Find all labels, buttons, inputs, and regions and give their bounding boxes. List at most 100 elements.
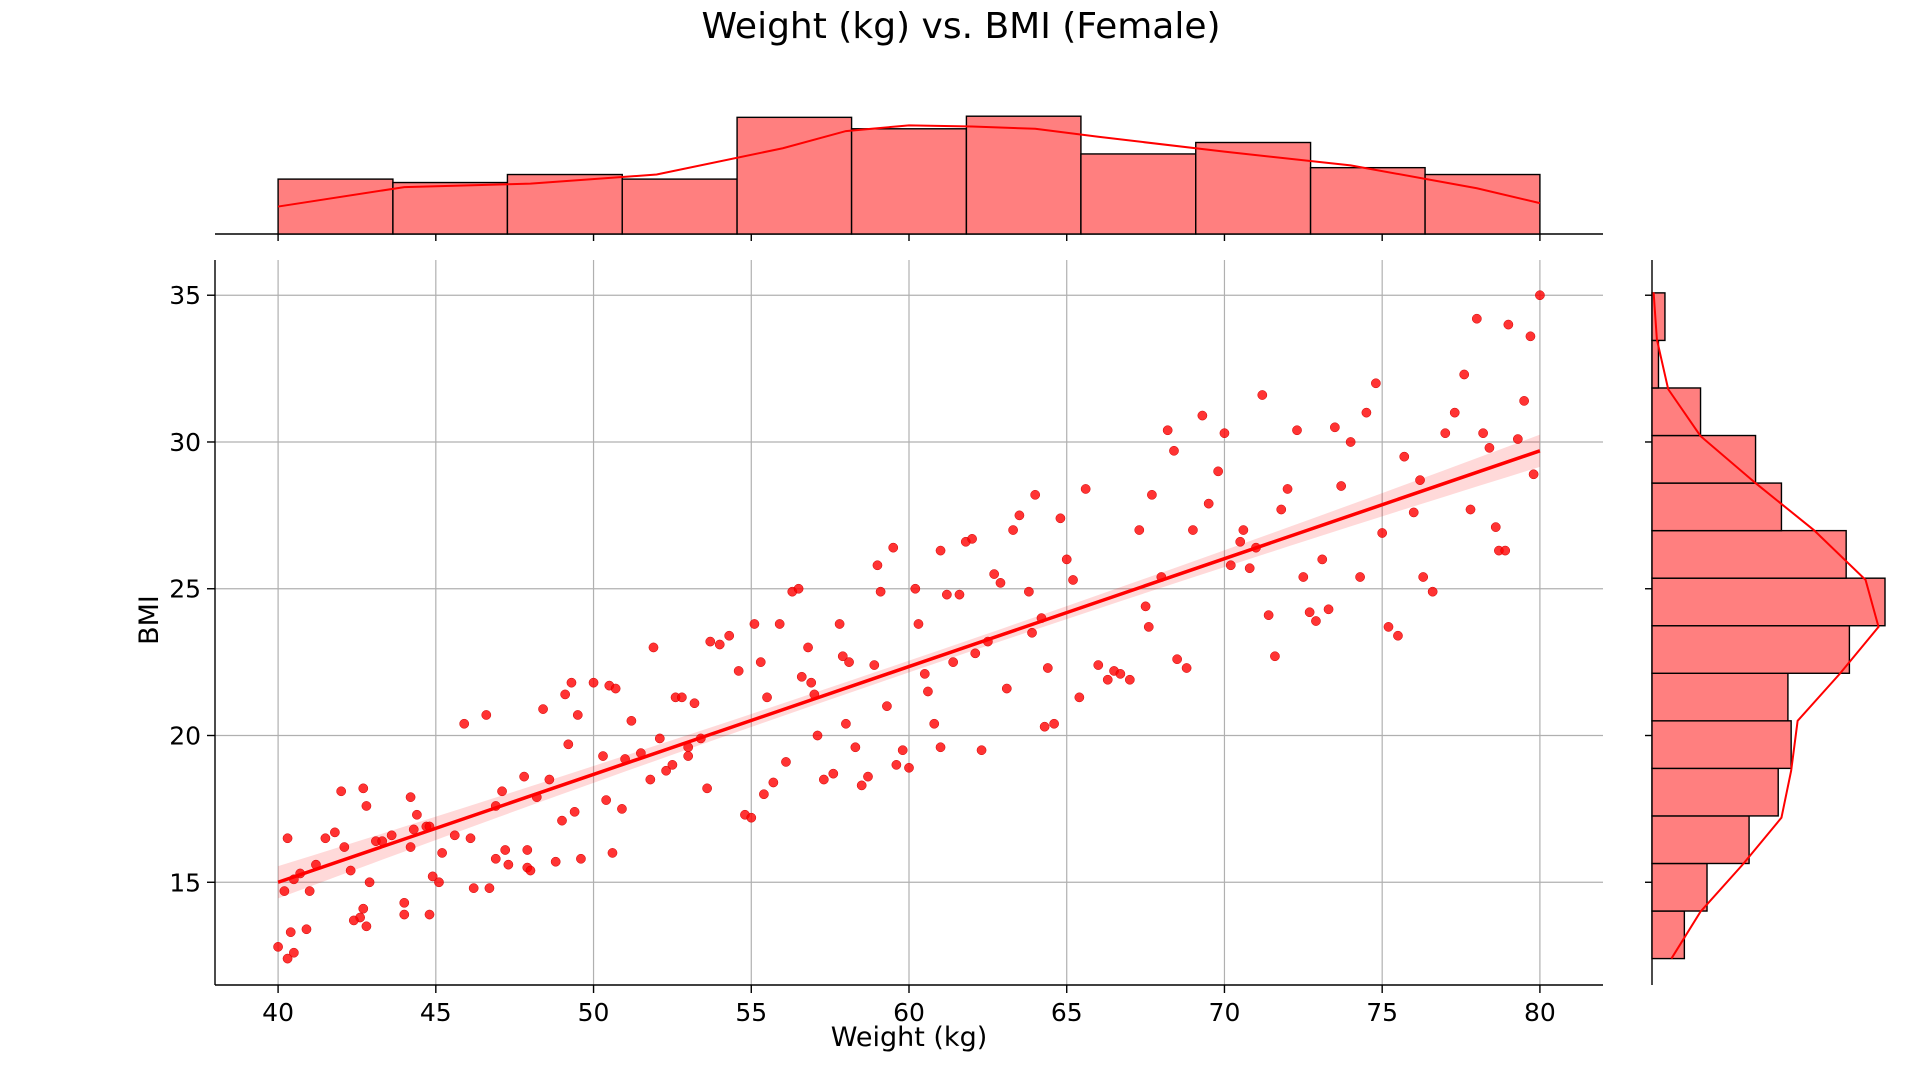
scatter-point [1345, 437, 1356, 447]
scatter-point [1471, 313, 1482, 324]
scatter-point [399, 909, 410, 920]
scatter-point [1172, 654, 1182, 665]
scatter-point [427, 871, 438, 882]
marginal-x-bar [736, 116, 853, 235]
scatter-point [484, 883, 495, 893]
scatter-point [749, 619, 760, 629]
scatter-point [882, 701, 892, 712]
scatter-point [607, 848, 618, 858]
marginal-y-bar [1651, 910, 1686, 960]
scatter-point [683, 751, 694, 761]
grid-lines [215, 260, 1603, 985]
chart-title: Weight (kg) vs. BMI (Female) [701, 6, 1220, 47]
marginal-y-bar [1651, 387, 1702, 437]
marginal-x-bar [965, 115, 1082, 235]
scatter-point [1393, 630, 1403, 641]
scatter-point [1399, 451, 1410, 462]
scatter-point [569, 806, 580, 817]
scatter-point [617, 804, 627, 814]
scatter-point [1500, 545, 1511, 556]
scatter-point [875, 586, 886, 597]
scatter-point [1263, 610, 1274, 621]
scatter-point [408, 824, 419, 835]
y-tick-label: 25 [169, 575, 201, 604]
scatter-point [1162, 425, 1173, 436]
scatter-point [967, 533, 977, 544]
y-tick-label: 35 [169, 281, 201, 310]
scatter-point [995, 578, 1006, 588]
scatter-point [1330, 422, 1340, 433]
scatter-point [1440, 428, 1451, 439]
scatter-point [935, 545, 946, 556]
scatter-point [919, 669, 930, 679]
x-tick-label: 65 [1051, 998, 1083, 1027]
scatter-point [1528, 469, 1539, 480]
marginal-y-bar [1651, 482, 1783, 532]
scatter-point [1001, 683, 1012, 694]
marginal-y-bar [1651, 862, 1708, 912]
scatter-point [1225, 560, 1236, 571]
marginal-y-bar [1651, 339, 1660, 389]
scatter-point [705, 636, 716, 647]
scatter-point [1298, 572, 1309, 582]
scatter-point [762, 692, 772, 703]
scatter-point [1465, 504, 1476, 515]
scatter-point [330, 827, 340, 838]
scatter-point [1143, 622, 1154, 632]
scatter-point [1140, 601, 1151, 612]
regression-line [277, 449, 1541, 884]
scatter-point [304, 886, 315, 896]
scatter-point [1055, 513, 1066, 524]
scatter-point [500, 845, 511, 855]
axes: 40 45 50 55 60 65 70 75 80 15 20 25 30 35 [169, 260, 1603, 1027]
scatter-point [806, 677, 817, 688]
scatter-point [538, 704, 548, 714]
scatter-point [1535, 290, 1545, 301]
scatter-point [576, 853, 586, 864]
scatter-point [863, 771, 873, 782]
scatter-point [1427, 586, 1438, 597]
scatter-point [1519, 396, 1529, 406]
scatter-point [405, 792, 416, 802]
scatter-point [626, 715, 637, 726]
scatter-point [336, 786, 347, 797]
scatter-point [796, 671, 807, 682]
scatter-point [412, 809, 422, 820]
scatter-point [563, 739, 574, 750]
scatter-point [935, 742, 946, 753]
scatter-point [465, 833, 476, 844]
x-tick-label: 45 [420, 998, 452, 1027]
scatter-point [525, 865, 536, 876]
scatter-point [645, 774, 656, 785]
scatter-point [904, 762, 914, 773]
scatter-point [1124, 674, 1135, 685]
scatter-point [1355, 572, 1365, 582]
scatter-point [490, 853, 501, 864]
scatter-point [1377, 528, 1388, 538]
scatter-point [746, 812, 757, 823]
scatter-point [677, 692, 687, 703]
scatter-point [1027, 627, 1037, 638]
scatter-point [1282, 484, 1293, 494]
scatter-point [1042, 663, 1053, 673]
scatter-point [449, 830, 460, 841]
scatter-point [320, 833, 331, 844]
scatter-point [667, 760, 678, 770]
scatter-point [1213, 466, 1223, 477]
scatter-point [522, 845, 533, 855]
scatter-point [572, 710, 583, 720]
y-tick-label: 30 [169, 428, 201, 457]
scatter-point [348, 915, 359, 926]
marginal-y-histogram [1645, 260, 1886, 985]
scatter-point [648, 642, 659, 653]
scatter-point [654, 733, 665, 744]
scatter-point [1197, 410, 1208, 421]
scatter-point [923, 686, 933, 697]
scatter-point [1049, 718, 1059, 729]
scatter-point [1512, 434, 1523, 444]
scatter-point [834, 619, 845, 629]
scatter-point [976, 745, 987, 756]
marginal-x-bar [1195, 141, 1312, 235]
scatter-point [550, 856, 561, 867]
